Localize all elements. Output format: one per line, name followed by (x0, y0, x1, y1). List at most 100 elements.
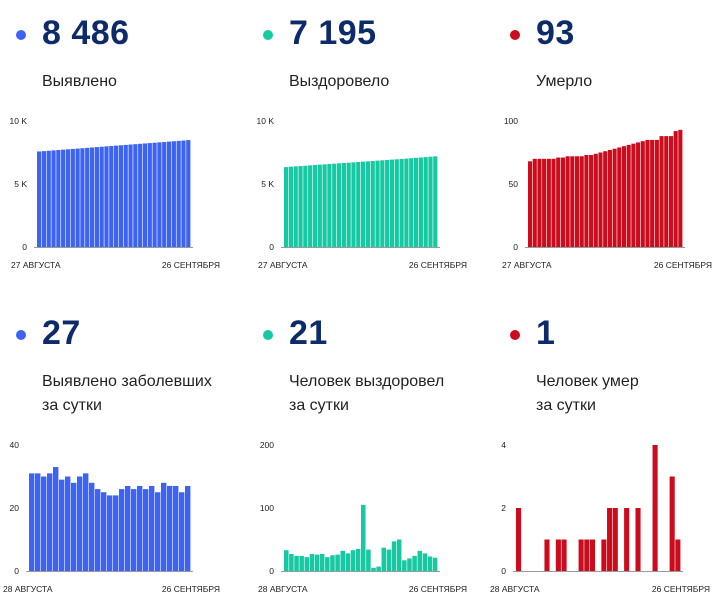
x-tick-label-end: 26 СЕНТЯБРЯ (409, 260, 467, 270)
x-tick-label-end: 26 СЕНТЯБРЯ (162, 260, 220, 270)
bar (166, 141, 172, 247)
bar (626, 144, 631, 247)
bar (128, 144, 133, 247)
bar (351, 162, 356, 247)
bar (423, 157, 428, 247)
bar (391, 541, 397, 571)
panel-recovered-daily: 21 Человек выздоровел за сутки 0 100 200 28 … (247, 300, 487, 600)
y-tick-label: 0 (501, 566, 506, 576)
bar (593, 153, 598, 247)
bar (432, 557, 438, 571)
bar (114, 145, 119, 247)
bar (137, 485, 143, 571)
bar (404, 158, 409, 247)
y-tick-label: 0 (269, 566, 274, 576)
bar (152, 142, 157, 247)
bar (35, 473, 41, 571)
bar (289, 553, 294, 571)
panel-recovered-total: 7 195 Выздоровело 0 5 K 10 K 27 АВГУСТА 26 С… (247, 0, 487, 300)
bar (80, 148, 85, 247)
bar (528, 161, 533, 247)
deaths-total-label: Умерло (536, 70, 592, 94)
bar (386, 549, 392, 571)
x-tick-label-end: 26 СЕНТЯБРЯ (654, 260, 712, 270)
bar (532, 158, 537, 247)
bar (371, 567, 376, 571)
bar (407, 558, 412, 571)
bar (345, 553, 351, 571)
bar (650, 139, 655, 247)
y-tick-label: 5 K (261, 179, 274, 189)
bar (422, 553, 428, 571)
bar (304, 557, 310, 571)
bar (107, 495, 113, 571)
bar (537, 158, 542, 247)
bar (47, 473, 53, 571)
bar (560, 157, 565, 247)
bar (298, 166, 303, 247)
detected-daily-dot-icon (16, 330, 26, 340)
label-line-1: Человек выздоровел (289, 373, 445, 390)
y-tick-label: 200 (260, 440, 274, 450)
bar (173, 485, 179, 571)
deaths-daily-value: 1 (536, 314, 556, 352)
detected-total-value: 8 486 (42, 14, 130, 52)
bar (385, 160, 390, 247)
x-tick-label-start: 27 АВГУСТА (258, 260, 308, 270)
bar (94, 147, 99, 247)
x-tick-label-start: 27 АВГУСТА (502, 260, 552, 270)
recovered-total-label: Выздоровело (289, 70, 389, 94)
bar (143, 489, 149, 571)
bar (41, 476, 47, 571)
bar (293, 166, 298, 247)
bar (319, 553, 325, 571)
bar (584, 539, 590, 571)
recovered-total-value: 7 195 (289, 14, 377, 52)
bar (617, 147, 622, 247)
bar (565, 156, 570, 247)
bar (428, 156, 433, 247)
bar (380, 160, 385, 247)
bar (516, 508, 522, 571)
detected-daily-label: Выявлено заболевших за сутки (42, 370, 212, 418)
bar (46, 150, 51, 247)
detected-total-label: Выявлено (42, 70, 117, 94)
bar (570, 156, 575, 247)
bar (361, 504, 366, 571)
bar (433, 156, 438, 247)
bar (167, 485, 173, 571)
bar (101, 492, 107, 571)
bar (118, 145, 124, 247)
x-tick-label-start: 27 АВГУСТА (11, 260, 61, 270)
bar (356, 162, 361, 247)
bar (652, 445, 658, 571)
bar (418, 157, 423, 247)
bar (396, 539, 402, 571)
bar (176, 140, 181, 247)
bar (624, 508, 630, 571)
deaths-daily-chart: 0 2 4 28 АВГУСТА 26 СЕНТЯБРЯ (490, 440, 710, 594)
recovered-dot-icon (263, 30, 273, 40)
bar (138, 143, 143, 247)
bar (551, 158, 556, 247)
bar (664, 136, 669, 247)
deaths-total-chart: 0 50 100 27 АВГУСТА 26 СЕНТЯБРЯ (502, 116, 712, 270)
bar (544, 539, 550, 571)
y-tick-label: 5 K (14, 179, 27, 189)
bar (299, 555, 304, 571)
y-tick-label: 100 (504, 116, 518, 126)
bar (37, 151, 42, 247)
detected-daily-value: 27 (42, 314, 81, 352)
bar (376, 566, 381, 571)
x-tick-label-end: 26 СЕНТЯБРЯ (652, 584, 710, 594)
bar (336, 163, 342, 247)
y-tick-label: 20 (10, 503, 20, 513)
bar (65, 149, 71, 247)
bar (142, 143, 148, 247)
bar (186, 140, 191, 247)
detected-total-chart: 0 5 K 10 K 27 АВГУСТА 26 СЕНТЯБРЯ (10, 116, 221, 270)
x-tick-label-start: 28 АВГУСТА (258, 584, 308, 594)
bar (542, 158, 547, 247)
bar (678, 129, 683, 247)
deaths-dot-icon (510, 30, 520, 40)
